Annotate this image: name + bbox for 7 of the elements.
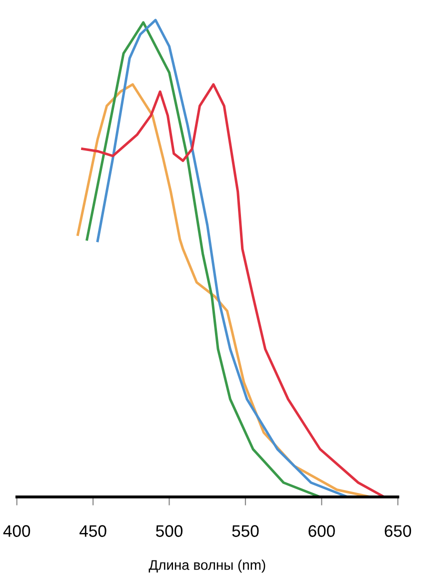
x-tick-label: 600 bbox=[308, 525, 335, 537]
x-axis-title: Длина волны (nm) bbox=[148, 560, 266, 573]
x-tick-label: 550 bbox=[232, 525, 259, 537]
x-tick-label: 450 bbox=[80, 525, 106, 537]
x-tick-label: 650 bbox=[384, 525, 412, 537]
x-tick-label: 500 bbox=[156, 525, 182, 537]
x-tick-label: 400 bbox=[3, 525, 30, 537]
